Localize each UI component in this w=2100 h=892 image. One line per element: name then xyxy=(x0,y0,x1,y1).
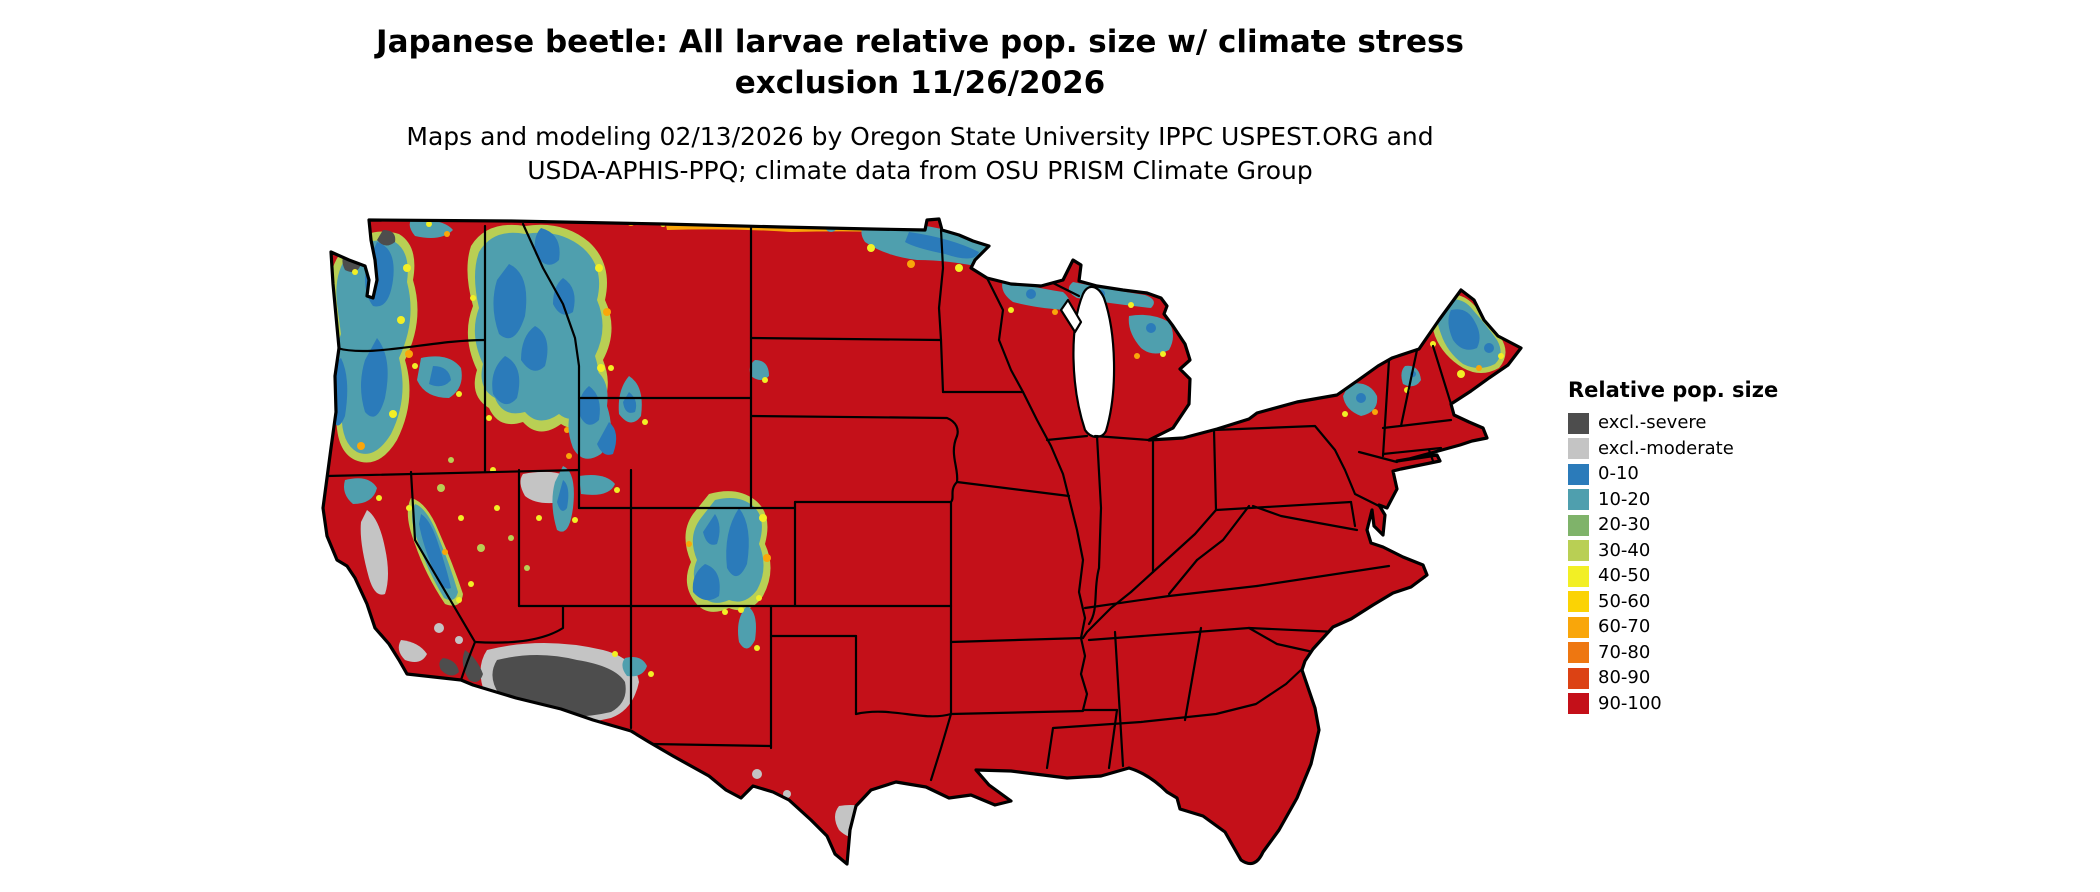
us-map xyxy=(311,208,1527,884)
map-subtitle: Maps and modeling 02/13/2026 by Oregon S… xyxy=(0,120,1840,188)
overlay-colorado-rockies xyxy=(685,491,771,651)
overlay-northern-rockies xyxy=(467,219,704,433)
legend-label: 80-90 xyxy=(1598,667,1651,688)
lake-michigan xyxy=(1072,285,1116,438)
legend-item: 80-90 xyxy=(1568,667,1868,689)
legend-swatch xyxy=(1568,693,1589,714)
overlay-california-exclusion xyxy=(360,510,463,676)
map-title: Japanese beetle: All larvae relative pop… xyxy=(0,22,1840,104)
legend-label: 90-100 xyxy=(1598,692,1662,714)
legend-item: excl.-moderate xyxy=(1568,438,1868,460)
legend-item: 90-100 xyxy=(1568,693,1868,715)
map-subtitle-line1: Maps and modeling 02/13/2026 by Oregon S… xyxy=(406,122,1434,151)
legend-title: Relative pop. size xyxy=(1568,378,1779,402)
legend-label: 40-50 xyxy=(1598,565,1651,586)
legend-swatch xyxy=(1568,565,1589,587)
legend-label: 30-40 xyxy=(1598,539,1651,561)
legend-label: 60-70 xyxy=(1598,616,1651,637)
legend-item: 20-30 xyxy=(1568,514,1868,536)
legend-swatch xyxy=(1568,514,1589,536)
map-subtitle-line2: USDA-APHIS-PPQ; climate data from OSU PR… xyxy=(527,156,1313,185)
legend-item: 30-40 xyxy=(1568,540,1868,562)
legend-label: 70-80 xyxy=(1598,641,1651,663)
legend-swatch xyxy=(1568,667,1589,689)
legend-label: 0-10 xyxy=(1598,463,1639,484)
legend-swatch xyxy=(1568,489,1589,510)
legend-swatch xyxy=(1568,540,1589,561)
legend-item: excl.-severe xyxy=(1568,412,1868,434)
legend-label: 20-30 xyxy=(1598,514,1651,535)
legend-label: excl.-moderate xyxy=(1598,437,1734,459)
great-lakes xyxy=(1059,285,1116,438)
legend-swatch xyxy=(1568,616,1589,638)
legend-item: 10-20 xyxy=(1568,489,1868,511)
green-bay xyxy=(1059,298,1083,334)
map-title-line2: exclusion 11/26/2026 xyxy=(734,65,1106,101)
legend-swatch xyxy=(1568,591,1589,612)
legend-swatch xyxy=(1568,438,1589,459)
overlay-sierra-nevada xyxy=(344,478,463,606)
legend-item: 40-50 xyxy=(1568,565,1868,587)
legend-item: 50-60 xyxy=(1568,591,1868,613)
map-header: Japanese beetle: All larvae relative pop… xyxy=(0,22,1840,188)
legend-label: excl.-severe xyxy=(1598,412,1707,433)
overlay-great-basin-speckles xyxy=(437,457,542,587)
legend-label: 10-20 xyxy=(1598,488,1651,510)
overlay-pacific-northwest xyxy=(329,219,462,463)
legend-items: excl.-severe excl.-moderate 0-10 10-20 20-30… xyxy=(1568,412,1868,715)
us-map-svg xyxy=(321,217,1523,866)
legend-item: 0-10 xyxy=(1568,463,1868,485)
state-borders xyxy=(325,222,1453,782)
legend-swatch xyxy=(1568,463,1589,485)
legend-item: 60-70 xyxy=(1568,616,1868,638)
overlay-black-hills xyxy=(749,360,769,383)
map-title-line1: Japanese beetle: All larvae relative pop… xyxy=(376,24,1464,60)
legend: Relative pop. size excl.-severe excl.-mod… xyxy=(1568,378,1868,718)
legend-item: 70-80 xyxy=(1568,642,1868,664)
legend-swatch xyxy=(1568,412,1589,434)
legend-label: 50-60 xyxy=(1598,590,1651,612)
overlay-wasatch-uinta xyxy=(520,466,620,532)
legend-swatch xyxy=(1568,642,1589,663)
